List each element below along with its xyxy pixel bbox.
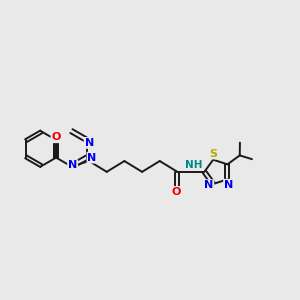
Text: N: N bbox=[85, 138, 94, 148]
Text: N: N bbox=[68, 160, 77, 170]
Text: NH: NH bbox=[184, 160, 202, 170]
Text: N: N bbox=[88, 153, 97, 163]
Text: S: S bbox=[209, 148, 217, 159]
Text: O: O bbox=[51, 132, 61, 142]
Text: O: O bbox=[172, 187, 181, 197]
Text: N: N bbox=[204, 180, 213, 190]
Text: N: N bbox=[224, 180, 233, 190]
